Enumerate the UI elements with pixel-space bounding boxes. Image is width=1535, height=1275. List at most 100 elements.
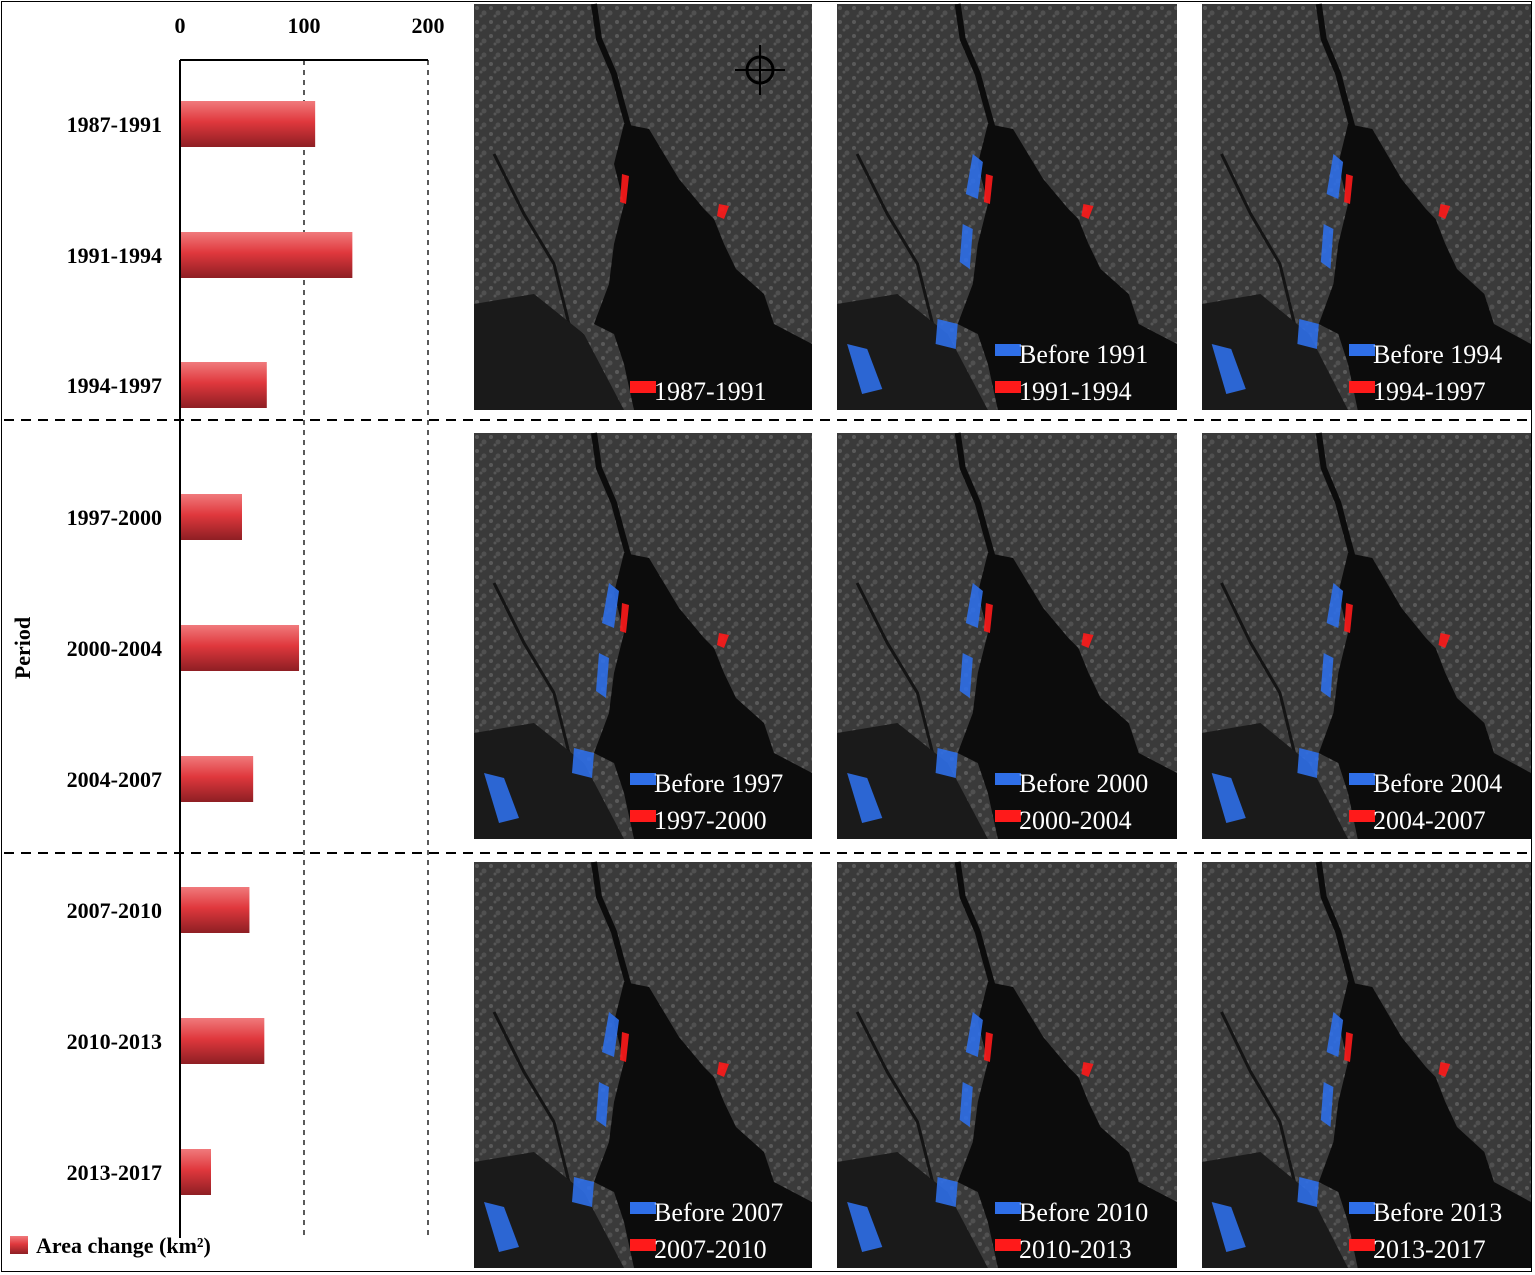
blue-change-patch [1297,748,1319,778]
blue-change-patch [1211,344,1246,394]
map-panel: Before 1997 1997-2000 [474,432,812,839]
blue-change-patch [935,319,958,349]
blue-change-patch [935,1177,958,1207]
period-label: 1991-1994 [67,243,162,268]
red-change-patch [983,174,993,204]
map-legend-label: 1994-1997 [1373,377,1486,406]
bar [181,1149,211,1195]
map-panel: Before 2004 2004-2007 [1202,432,1531,839]
bar [181,887,250,933]
estuary-water [1318,553,1531,839]
estuary-water [594,982,812,1268]
red-legend-swatch [1349,810,1375,822]
blue-change-patch [1297,1177,1319,1207]
river-channel [1315,3,1356,130]
estuary-water [957,124,1177,410]
bar [181,232,353,278]
river-channel [954,3,996,130]
period-label: 2000-2004 [67,636,162,661]
period-label: 1987-1991 [67,112,162,137]
bar-chart: 0 100 200 1987-1991 1991-1994 1994-1997 1997-… [67,13,445,1238]
map-panel: Before 2007 2007-2010 [474,861,812,1268]
red-change-patch [620,174,629,204]
map-panel: Before 2013 2013-2017 [1202,861,1531,1268]
map-legend-label: Before 2013 [1373,1198,1502,1227]
red-change-patch [717,204,729,219]
blue-change-patch [596,1082,609,1127]
map-legend-label: Before 1997 [654,769,783,798]
blue-change-patch [602,583,619,628]
blue-change-patch [602,1012,619,1057]
map-legend-label: 2013-2017 [1373,1235,1486,1264]
map-legend-label: Before 1991 [1019,340,1148,369]
blue-change-patch [935,748,958,778]
river-channel [591,432,632,559]
blue-change-patch [1297,319,1319,349]
blue-change-patch [1320,224,1334,269]
blue-change-patch [572,748,594,778]
blue-change-patch [484,1202,519,1252]
period-label: 1997-2000 [67,505,162,530]
blue-change-patch [1211,1202,1246,1252]
river-channel [591,861,632,988]
map-legend-label: Before 2007 [654,1198,783,1227]
compass-icon [735,45,785,95]
map-legend-label: 2007-2010 [654,1235,767,1264]
blue-change-patch [965,583,983,628]
red-legend-swatch [995,381,1021,393]
blue-legend-swatch [1349,344,1375,356]
blue-change-patch [1326,583,1344,628]
map-legend-label: 2000-2004 [1019,806,1132,835]
river-channel [1315,432,1356,559]
river-channel [1315,861,1356,988]
blue-change-patch [965,1012,983,1057]
red-change-patch [1081,1062,1094,1077]
red-change-patch [1081,204,1094,219]
red-legend-swatch [1349,1239,1375,1251]
bar [181,494,242,540]
estuary-water [594,124,812,410]
red-change-patch [1344,1032,1353,1062]
blue-change-patch [484,773,519,823]
river-channel [954,432,996,559]
x-tick-label: 200 [412,13,445,38]
red-change-patch [983,1032,993,1062]
period-label: 2013-2017 [67,1160,162,1185]
blue-change-patch [959,224,973,269]
red-change-patch [1438,1062,1451,1077]
red-legend-swatch [995,1239,1021,1251]
bar [181,756,254,802]
red-legend-swatch [995,810,1021,822]
period-label: 2010-2013 [67,1029,162,1054]
river-channel [954,861,996,988]
red-change-patch [1438,633,1451,648]
blue-legend-swatch [995,344,1021,356]
bar [181,625,300,671]
dark-lowland [474,294,624,410]
red-change-patch [1344,174,1353,204]
blue-legend-swatch [1349,773,1375,785]
map-legend-label: Before 2000 [1019,769,1148,798]
map-grid: 1987-1991 Before 1991 1991-1994 Before 1994… [474,3,1531,1268]
red-change-patch [1438,204,1451,219]
red-legend-swatch [630,1239,656,1251]
blue-legend-swatch [1349,1202,1375,1214]
map-legend-label: 2004-2007 [1373,806,1486,835]
map-panel: Before 2000 2000-2004 [837,432,1177,839]
estuary-water [957,553,1177,839]
red-legend-swatch [630,381,656,393]
red-change-patch [717,1062,729,1077]
x-tick-label: 100 [288,13,321,38]
map-legend-label: Before 1994 [1373,340,1502,369]
map-legend-label: 1987-1991 [654,377,767,406]
blue-change-patch [1326,1012,1344,1057]
blue-legend-swatch [630,1202,656,1214]
estuary-water [1318,124,1531,410]
map-legend-label: Before 2010 [1019,1198,1148,1227]
red-change-patch [1344,603,1353,633]
blue-legend-swatch [995,773,1021,785]
red-legend-swatch [630,810,656,822]
blue-change-patch [572,1177,594,1207]
red-change-patch [983,603,993,633]
